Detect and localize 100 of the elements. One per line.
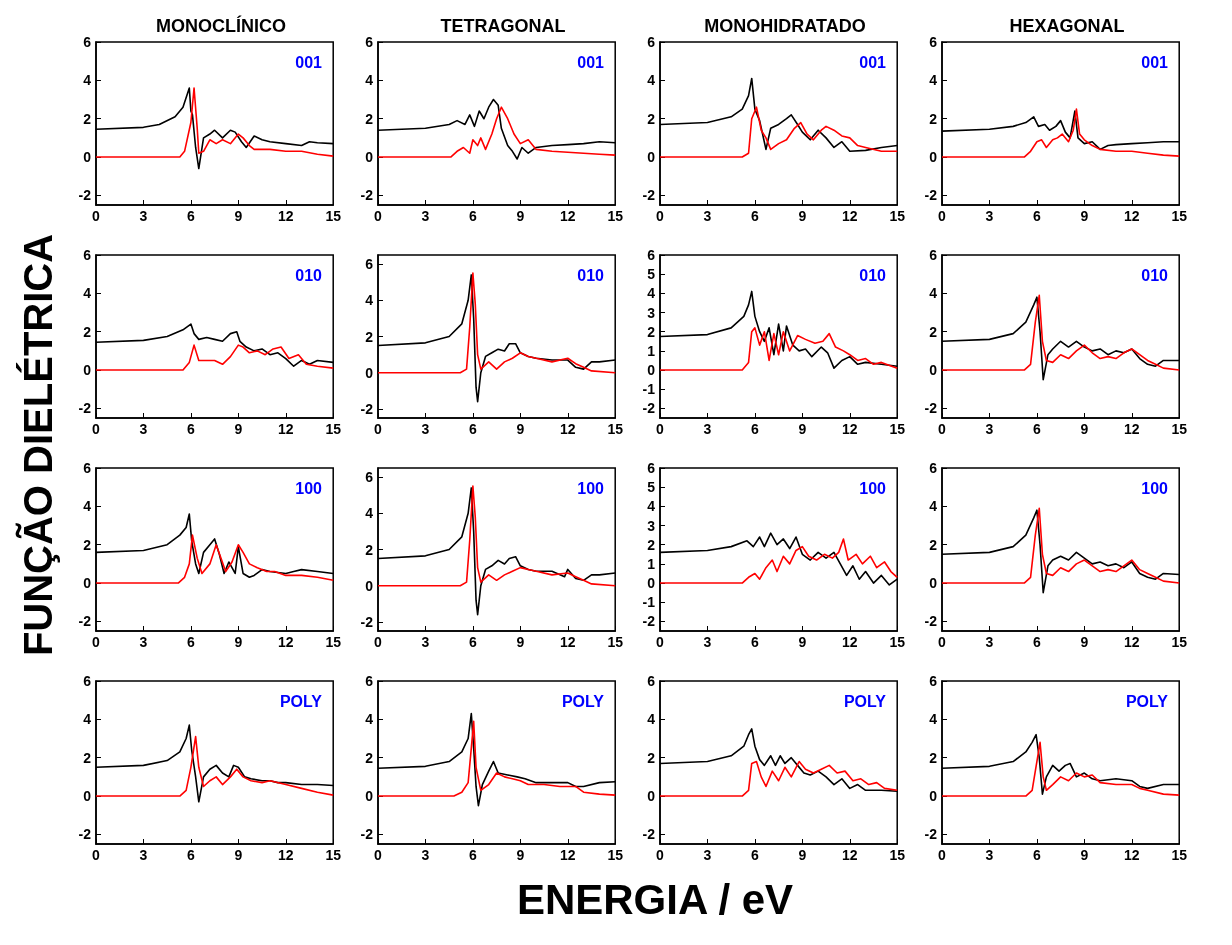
x-tick-label: 9 (516, 847, 525, 863)
y-tick-label: -2 (360, 613, 374, 630)
x-tick-label: 15 (1171, 847, 1188, 863)
annotation: 001 (295, 53, 323, 71)
x-tick-label: 6 (1032, 208, 1041, 224)
x-tick-label: 3 (139, 847, 148, 863)
x-tick-label: 12 (559, 847, 576, 863)
y-axis-title: FUNÇÃO DIELÉTRICA (15, 233, 61, 657)
annotation: 100 (859, 479, 887, 497)
line-series (659, 760, 899, 797)
y-tick-label: 2 (83, 749, 92, 766)
x-tick-label: 6 (468, 421, 477, 437)
x-tick-label: 3 (985, 208, 994, 224)
x-tick-label: 9 (234, 421, 243, 437)
y-tick-label: 6 (83, 247, 92, 263)
y-tick-label: 0 (647, 149, 656, 166)
y-tick-label: 4 (929, 72, 938, 89)
y-tick-label: 4 (929, 711, 938, 728)
x-tick-label: 3 (421, 847, 430, 863)
y-tick-label: -2 (360, 187, 374, 204)
annotation: 010 (1141, 266, 1169, 284)
y-tick-label: 2 (83, 536, 92, 553)
y-tick-label: 6 (365, 469, 374, 486)
x-tick-label: 12 (1123, 634, 1140, 650)
x-tick-label: 12 (1123, 208, 1140, 224)
y-tick-label: -2 (642, 187, 656, 204)
x-tick-label: 15 (1171, 634, 1188, 650)
y-tick-label: 2 (929, 749, 938, 766)
x-tick-label: 9 (516, 421, 525, 437)
x-axis-title: ENERGIA / eV (516, 876, 794, 924)
x-tick-label: 3 (985, 421, 994, 437)
x-tick-label: 9 (1080, 421, 1089, 437)
y-tick-label: -2 (360, 826, 374, 843)
y-tick-label: 6 (929, 673, 938, 689)
line-series (95, 534, 335, 584)
annotation: 001 (859, 53, 887, 71)
y-tick-label: 0 (929, 788, 938, 805)
x-tick-label: 3 (139, 634, 148, 650)
x-tick-label: 9 (798, 634, 807, 650)
x-tick-label: 15 (325, 847, 342, 863)
x-tick-label: 15 (325, 208, 342, 224)
y-tick-label: 6 (647, 247, 656, 263)
x-tick-label: 9 (234, 208, 243, 224)
y-tick-label: 2 (365, 110, 374, 127)
y-tick-label: 4 (365, 292, 374, 309)
x-tick-label: 15 (889, 634, 906, 650)
y-tick-label: 0 (647, 788, 656, 805)
x-tick-label: 9 (1080, 208, 1089, 224)
y-tick-label: 0 (647, 575, 656, 592)
x-tick-label: 12 (277, 847, 294, 863)
line-series (659, 327, 899, 371)
y-tick-label: 2 (365, 749, 374, 766)
y-tick-label: 6 (647, 673, 656, 689)
annotation: 010 (577, 266, 605, 284)
x-tick-label: 15 (607, 208, 624, 224)
x-tick-label: 12 (277, 421, 294, 437)
annotation: POLY (561, 692, 605, 710)
x-tick-label: 15 (607, 847, 624, 863)
annotation: POLY (843, 692, 887, 710)
x-tick-label: 12 (559, 208, 576, 224)
chart-title: MONOCLÍNICO (156, 15, 286, 36)
y-tick-label: -1 (642, 381, 656, 398)
y-tick-label: 0 (365, 364, 374, 381)
annotation: 010 (295, 266, 323, 284)
x-tick-label: 12 (559, 634, 576, 650)
x-tick-label: 9 (1080, 847, 1089, 863)
y-tick-label: 6 (647, 34, 656, 50)
x-tick-label: 6 (468, 634, 477, 650)
x-tick-label: 9 (1080, 634, 1089, 650)
y-tick-label: 0 (647, 362, 656, 379)
y-tick-label: 2 (929, 110, 938, 127)
x-tick-label: 3 (139, 208, 148, 224)
x-tick-label: 15 (325, 634, 342, 650)
x-tick-label: 3 (703, 421, 712, 437)
line-series (941, 741, 1181, 797)
y-tick-label: 2 (365, 328, 374, 345)
x-tick-label: 9 (798, 847, 807, 863)
annotation: 010 (859, 266, 887, 284)
y-tick-label: 4 (83, 72, 92, 89)
y-tick-label: -2 (642, 400, 656, 417)
y-tick-label: 0 (83, 362, 92, 379)
y-tick-label: 0 (83, 788, 92, 805)
y-tick-label: 4 (647, 72, 656, 89)
y-tick-label: -2 (642, 613, 656, 630)
y-tick-label: 4 (365, 72, 374, 89)
x-tick-label: 6 (186, 847, 195, 863)
x-tick-label: 6 (750, 421, 759, 437)
y-tick-label: 3 (647, 304, 656, 321)
y-tick-label: -2 (924, 400, 938, 417)
x-tick-label: 6 (186, 208, 195, 224)
y-tick-label: 4 (929, 285, 938, 302)
x-tick-label: 12 (841, 847, 858, 863)
x-tick-label: 9 (516, 208, 525, 224)
y-tick-label: 4 (365, 505, 374, 522)
y-tick-label: 6 (83, 460, 92, 476)
x-tick-label: 15 (325, 421, 342, 437)
x-tick-label: 6 (750, 208, 759, 224)
x-tick-label: 9 (516, 634, 525, 650)
x-tick-label: 12 (277, 208, 294, 224)
y-tick-label: -2 (642, 826, 656, 843)
